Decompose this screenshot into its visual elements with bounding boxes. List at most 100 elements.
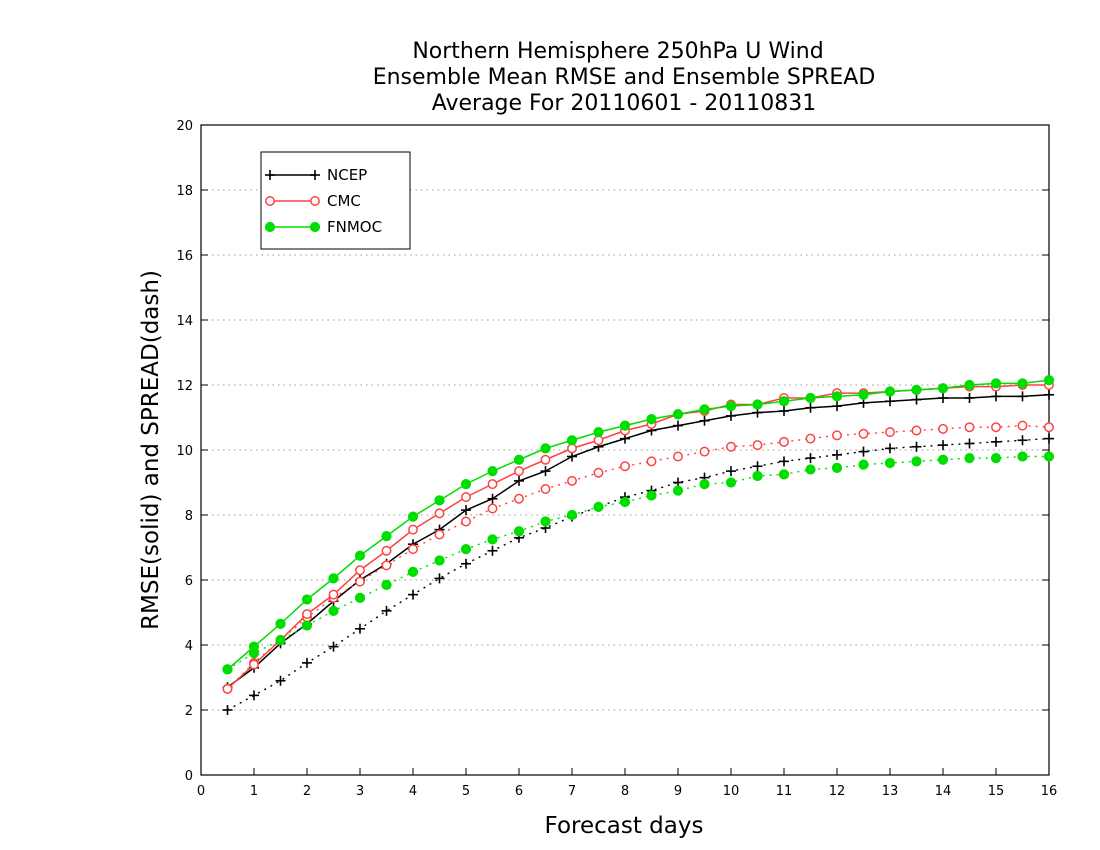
ncep-rmse-point — [911, 394, 922, 405]
ncep-rmse-point — [514, 475, 524, 486]
title-line-2: Ensemble Mean RMSE and Ensemble SPREAD — [373, 65, 876, 90]
ncep-rmse-point — [938, 393, 948, 403]
series-layer — [222, 375, 1055, 715]
legend-marker — [309, 221, 321, 233]
ncep-spread-point — [381, 605, 392, 616]
fnmoc-spread-point — [752, 470, 763, 482]
x-tick-label: 5 — [462, 784, 470, 799]
x-tick-label: 4 — [409, 784, 417, 799]
cmc-spread-point — [355, 576, 365, 587]
x-tick-label: 13 — [882, 784, 899, 799]
fnmoc-rmse-point — [407, 511, 419, 522]
cmc-spread-point — [858, 428, 869, 439]
cmc-spread-point — [699, 446, 710, 457]
fnmoc-spread-point — [884, 457, 896, 469]
cmc-spread-point — [408, 544, 418, 555]
fnmoc-rmse-point — [1043, 375, 1055, 386]
ncep-rmse-point — [1017, 391, 1028, 402]
x-tick-label: 2 — [303, 784, 311, 799]
ncep-spread-point — [726, 466, 736, 477]
fnmoc-rmse-point — [964, 379, 975, 391]
fnmoc-spread-point — [540, 516, 551, 527]
fnmoc-spread-point — [301, 620, 313, 631]
cmc-spread-point — [593, 467, 604, 478]
cmc-spread-point — [487, 503, 498, 514]
ncep-rmse-line — [227, 394, 1050, 688]
x-tick-label: 16 — [1041, 784, 1058, 799]
ncep-rmse-point — [885, 396, 895, 407]
ncep-spread-point — [275, 675, 286, 686]
ncep-rmse-point — [540, 466, 551, 477]
fnmoc-spread-point — [566, 509, 578, 521]
cmc-spread-point — [1044, 422, 1054, 433]
ncep-spread-point — [964, 438, 975, 449]
fnmoc-rmse-point — [1017, 378, 1028, 389]
ncep-spread-point — [408, 589, 418, 600]
ncep-rmse-point — [1044, 389, 1054, 400]
fnmoc-rmse-point — [990, 378, 1002, 389]
cmc-spread-point — [964, 422, 975, 433]
fnmoc-rmse-point — [275, 618, 286, 629]
fnmoc-spread-point — [964, 453, 975, 464]
fnmoc-spread-point — [805, 464, 816, 475]
title-line-3: Average For 20110601 - 20110831 — [432, 91, 817, 116]
y-tick-label: 8 — [185, 509, 193, 524]
cmc-rmse-point — [567, 443, 577, 454]
x-tick-label: 7 — [568, 784, 576, 799]
ncep-spread-point — [991, 436, 1001, 447]
fnmoc-spread-point — [646, 490, 657, 501]
cmc-spread-point — [752, 440, 763, 451]
cmc-spread-point — [514, 493, 524, 504]
x-tick-label: 11 — [776, 784, 793, 799]
ncep-rmse-point — [991, 391, 1001, 402]
cmc-spread-point — [911, 425, 922, 436]
cmc-rmse-point — [249, 659, 259, 670]
legend-marker — [265, 196, 275, 206]
ncep-spread-point — [302, 657, 312, 668]
fnmoc-rmse-point — [381, 531, 392, 542]
y-tick-label: 0 — [185, 769, 193, 784]
ncep-rmse-point — [805, 402, 816, 413]
cmc-rmse-point — [514, 466, 524, 477]
fnmoc-rmse-point — [222, 664, 233, 675]
cmc-rmse-point — [302, 609, 312, 620]
legend-label-ncep: NCEP — [327, 166, 367, 184]
fnmoc-spread-point — [937, 454, 949, 465]
cmc-rmse-point — [434, 508, 445, 519]
ncep-spread-point — [487, 545, 498, 556]
y-tick-label: 2 — [185, 704, 193, 719]
x-axis-label: Forecast days — [545, 813, 704, 839]
fnmoc-rmse-point — [460, 479, 472, 490]
ncep-spread-point — [1017, 435, 1028, 446]
cmc-spread-point — [461, 516, 471, 527]
cmc-spread-point — [938, 423, 948, 434]
cmc-spread-point — [832, 430, 842, 441]
y-tick-label: 6 — [185, 574, 193, 589]
ncep-spread-point — [805, 453, 816, 464]
ncep-spread-point — [911, 441, 922, 452]
ncep-rmse-point — [779, 406, 789, 416]
cmc-rmse-point — [222, 683, 233, 694]
y-tick-label: 16 — [176, 249, 193, 264]
ncep-rmse-point — [673, 420, 683, 431]
fnmoc-rmse-point — [937, 383, 949, 394]
fnmoc-rmse-point — [354, 550, 366, 561]
fnmoc-rmse-point — [831, 391, 843, 402]
x-tick-label: 14 — [935, 784, 952, 799]
ncep-spread-point — [779, 456, 789, 467]
ncep-spread-point — [355, 623, 365, 634]
fnmoc-spread-point — [858, 459, 869, 470]
cmc-spread-point — [646, 456, 657, 467]
cmc-spread-point — [434, 529, 445, 540]
legend-marker — [264, 221, 276, 233]
ncep-rmse-point — [487, 493, 498, 504]
cmc-spread-line — [227, 424, 1050, 690]
series-fnmoc — [222, 375, 1055, 675]
series-ncep — [222, 389, 1054, 715]
legend-item-ncep: NCEP — [265, 166, 367, 184]
series-cmc — [222, 380, 1054, 694]
cmc-spread-point — [620, 461, 630, 472]
fnmoc-rmse-point — [699, 404, 710, 415]
ncep-spread-point — [752, 461, 763, 472]
fnmoc-rmse-point — [805, 392, 816, 404]
